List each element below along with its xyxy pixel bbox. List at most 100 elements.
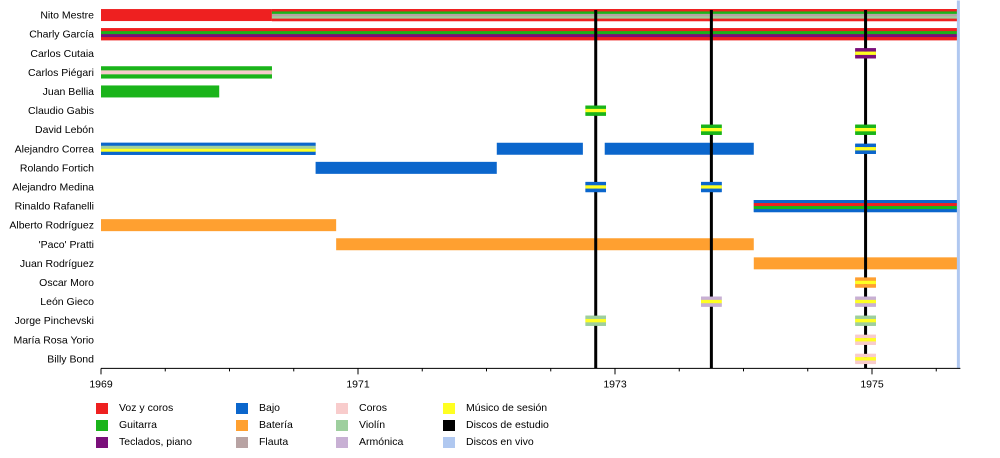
session-mark [855,127,876,132]
legend-label: Voz y coros [119,402,174,414]
legend-item: Flauta [236,434,288,450]
session-mark [585,112,607,116]
legend-item: Bajo [236,400,280,416]
member-bar-band [101,31,960,35]
legend-swatch [443,419,455,431]
session-mark [855,334,876,339]
band-timeline-chart: Nito Mestre Charly García Carlos Cutaia Car… [9,0,961,390]
legend-swatch [443,436,455,448]
member-bar-band [753,209,960,213]
legend-item: Coros [336,400,387,416]
legend-label: Músico de sesión [466,402,548,414]
session-mark [701,185,722,189]
member-bar [101,219,337,232]
session-mark [855,284,876,288]
legend-item: Batería [236,417,293,433]
legend-swatch [443,402,455,414]
member-label: Juan Bellia [43,86,95,98]
session-mark [585,188,607,193]
member-bar-band [271,16,960,19]
member-bar [753,257,960,270]
legend-item: Músico de sesión [443,400,547,416]
session-mark [585,181,607,186]
member-label: Charly García [29,29,94,41]
member-bar-band [101,28,960,32]
chart-legend: Voz y coros Guitarra Teclados, piano Bajo Ba… [96,400,656,452]
legend-item: Discos de estudio [443,417,549,433]
legend-item: Guitarra [96,417,157,433]
member-bar-band [271,11,960,15]
legend-item: Voz y coros [96,400,173,416]
session-mark [855,296,876,301]
session-mark [701,296,722,301]
member-bar-band [101,70,272,75]
member-label: Alberto Rodríguez [9,220,94,232]
session-mark [855,322,876,326]
member-bar-band [101,142,316,146]
member-bar [496,142,583,155]
session-mark [855,147,876,151]
member-bar-band [101,145,316,149]
member-bar-band [753,200,960,204]
session-mark [855,150,876,154]
legend-label: Batería [259,419,293,431]
session-mark [855,51,876,56]
legend-item: Violín [336,417,385,433]
legend-label: Teclados, piano [119,436,192,448]
session-mark [855,280,876,285]
member-bar-band [101,37,960,41]
legend-label: Violín [359,419,386,431]
member-label: León Gieco [40,296,94,308]
session-mark [701,131,722,135]
legend-label: Discos de estudio [466,419,549,431]
session-mark [701,303,722,307]
session-mark [585,315,607,320]
session-mark [585,108,607,113]
member-bar-band [101,34,960,38]
session-mark [855,299,876,304]
legend-item: Teclados, piano [96,434,192,450]
session-mark [585,318,607,323]
legend-label: Flauta [259,436,289,448]
member-bar-band [101,66,272,71]
legend-label: Coros [359,402,388,414]
session-mark [855,360,876,365]
session-mark [585,322,607,326]
session-mark [701,181,722,186]
member-bar-band [271,18,960,22]
session-mark [701,299,722,304]
session-mark [855,303,876,307]
session-mark [855,277,876,281]
legend-swatch [96,402,108,414]
member-label: Claudio Gabis [28,105,94,117]
session-mark [701,124,722,129]
session-mark [855,124,876,129]
legend-label: Discos en vivo [466,436,534,448]
legend-swatch [336,402,348,414]
member-label: Alejandro Medina [12,181,94,193]
member-bar [336,238,754,251]
legend-swatch [96,436,108,448]
member-label: David Lebón [35,124,94,136]
member-label: Alejandro Correa [15,143,95,155]
member-bar-band [271,9,960,12]
x-tick-label: 1969 [89,378,113,390]
member-label: Oscar Moro [39,277,94,289]
session-mark [585,105,607,110]
legend-label: Bajo [259,402,281,414]
member-bar-band [753,203,960,207]
legend-swatch [236,419,248,431]
legend-swatch [236,436,248,448]
member-label: Rolando Fortich [20,162,94,174]
legend-label: Guitarra [119,419,157,431]
member-label: 'Paco' Pratti [39,239,94,251]
member-bar-band [101,148,316,152]
legend-swatch [236,402,248,414]
member-label: Jorge Pinchevski [15,315,94,327]
x-tick-label: 1971 [346,378,370,390]
session-mark [855,341,876,345]
legend-item: Armónica [336,434,403,450]
session-mark [585,185,607,189]
member-bar-band [101,151,316,155]
session-mark [855,318,876,323]
